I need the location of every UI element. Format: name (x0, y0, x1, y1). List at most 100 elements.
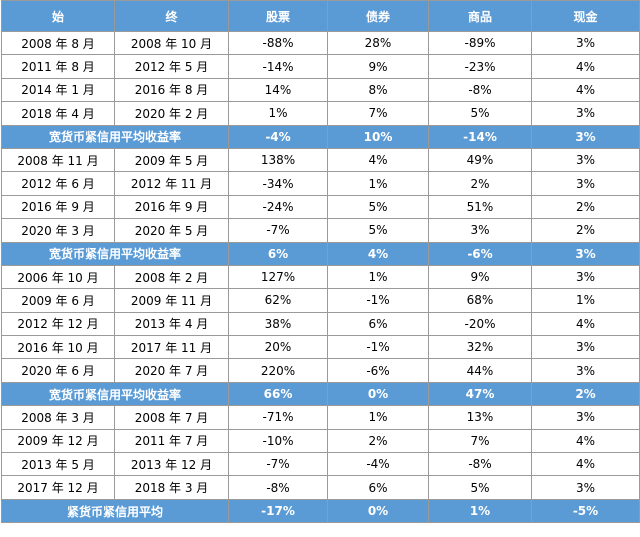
commodities-cell: 5% (428, 101, 532, 126)
table-row: 2014 年 1 月 2016 年 8 月 14% 8% -8% 4% (1, 77, 640, 103)
end-cell: 2009 年 5 月 (114, 147, 229, 173)
summary-label: 宽货币紧信用平均收益率 (1, 124, 229, 149)
stocks-cell: -14% (228, 54, 328, 79)
cash-cell: 3% (531, 171, 640, 196)
summary-row: 紧货币紧信用平均 -17% 0% 1% -5% (1, 498, 640, 524)
table-row: 2020 年 6 月 2020 年 7 月 220% -6% 44% 3% (1, 358, 640, 383)
stocks-cell: -8% (228, 475, 328, 500)
summary-label: 宽货币紧信用平均收益率 (1, 381, 229, 407)
stocks-summary-cell: -17% (228, 498, 328, 524)
stocks-cell: 20% (228, 335, 328, 360)
stocks-cell: 1% (228, 101, 328, 126)
cash-cell: 4% (531, 452, 640, 477)
table-row: 2020 年 3 月 2020 年 5 月 -7% 5% 3% 2% (1, 218, 640, 243)
end-cell: 2009 年 11 月 (114, 288, 229, 313)
bonds-cell: 9% (327, 54, 429, 79)
stocks-cell: 38% (228, 311, 328, 337)
commodities-cell: 13% (428, 405, 532, 430)
start-cell: 2013 年 5 月 (1, 452, 115, 477)
bonds-cell: 6% (327, 311, 429, 337)
commodities-cell: 32% (428, 335, 532, 360)
returns-table: 始 终 股票 债券 商品 现金 2008 年 8 月 2008 年 10 月 -88… (1, 0, 640, 524)
start-cell: 2006 年 10 月 (1, 264, 115, 290)
start-cell: 2008 年 11 月 (1, 147, 115, 173)
stocks-cell: -71% (228, 405, 328, 430)
stocks-cell: 138% (228, 147, 328, 173)
stocks-summary-cell: -4% (228, 124, 328, 149)
cash-cell: 3% (531, 335, 640, 360)
start-cell: 2014 年 1 月 (1, 77, 115, 103)
stocks-cell: 14% (228, 77, 328, 103)
commodities-cell: -23% (428, 54, 532, 79)
stocks-cell: -7% (228, 218, 328, 243)
cash-cell: 3% (531, 30, 640, 56)
stocks-cell: 127% (228, 264, 328, 290)
commodities-cell: -8% (428, 452, 532, 477)
column-header-end: 终 (114, 0, 229, 32)
bonds-cell: 6% (327, 475, 429, 500)
commodities-cell: 9% (428, 264, 532, 290)
stocks-cell: -7% (228, 452, 328, 477)
column-header-stocks: 股票 (228, 0, 328, 32)
cash-cell: 4% (531, 428, 640, 454)
summary-label: 宽货币紧信用平均收益率 (1, 241, 229, 266)
start-cell: 2008 年 3 月 (1, 405, 115, 430)
cash-summary-cell: 3% (531, 241, 640, 266)
stocks-cell: 62% (228, 288, 328, 313)
commodities-cell: 51% (428, 194, 532, 220)
start-cell: 2011 年 8 月 (1, 54, 115, 79)
cash-cell: 3% (531, 475, 640, 500)
table-row: 2012 年 6 月 2012 年 11 月 -34% 1% 2% 3% (1, 171, 640, 196)
end-cell: 2020 年 2 月 (114, 101, 229, 126)
stocks-summary-cell: 6% (228, 241, 328, 266)
stocks-cell: -34% (228, 171, 328, 196)
table-row: 2016 年 9 月 2016 年 9 月 -24% 5% 51% 2% (1, 194, 640, 220)
start-cell: 2012 年 12 月 (1, 311, 115, 337)
commodities-summary-cell: 47% (428, 381, 532, 407)
start-cell: 2020 年 6 月 (1, 358, 115, 383)
cash-cell: 4% (531, 54, 640, 79)
bonds-summary-cell: 0% (327, 381, 429, 407)
start-cell: 2008 年 8 月 (1, 30, 115, 56)
end-cell: 2018 年 3 月 (114, 475, 229, 500)
column-header-commodities: 商品 (428, 0, 532, 32)
cash-cell: 3% (531, 264, 640, 290)
bonds-cell: 1% (327, 171, 429, 196)
bonds-summary-cell: 0% (327, 498, 429, 524)
start-cell: 2016 年 9 月 (1, 194, 115, 220)
cash-cell: 2% (531, 218, 640, 243)
commodities-summary-cell: -6% (428, 241, 532, 266)
commodities-cell: 7% (428, 428, 532, 454)
summary-label: 紧货币紧信用平均 (1, 498, 229, 524)
bonds-cell: 5% (327, 218, 429, 243)
start-cell: 2016 年 10 月 (1, 335, 115, 360)
commodities-cell: 44% (428, 358, 532, 383)
commodities-summary-cell: -14% (428, 124, 532, 149)
commodities-cell: 5% (428, 475, 532, 500)
stocks-cell: -24% (228, 194, 328, 220)
bonds-cell: 7% (327, 101, 429, 126)
commodities-cell: -89% (428, 30, 532, 56)
table-row: 2011 年 8 月 2012 年 5 月 -14% 9% -23% 4% (1, 54, 640, 79)
start-cell: 2012 年 6 月 (1, 171, 115, 196)
bonds-cell: 28% (327, 30, 429, 56)
end-cell: 2008 年 7 月 (114, 405, 229, 430)
table-row: 2017 年 12 月 2018 年 3 月 -8% 6% 5% 3% (1, 475, 640, 500)
table-row: 2012 年 12 月 2013 年 4 月 38% 6% -20% 4% (1, 311, 640, 337)
cash-summary-cell: 3% (531, 124, 640, 149)
bonds-cell: 4% (327, 147, 429, 173)
bonds-cell: 1% (327, 405, 429, 430)
stocks-cell: -10% (228, 428, 328, 454)
summary-row: 宽货币紧信用平均收益率 66% 0% 47% 2% (1, 381, 640, 407)
end-cell: 2008 年 10 月 (114, 30, 229, 56)
commodities-cell: -8% (428, 77, 532, 103)
cash-cell: 2% (531, 194, 640, 220)
end-cell: 2016 年 8 月 (114, 77, 229, 103)
bonds-cell: -1% (327, 335, 429, 360)
start-cell: 2009 年 12 月 (1, 428, 115, 454)
start-cell: 2017 年 12 月 (1, 475, 115, 500)
cash-cell: 1% (531, 288, 640, 313)
bonds-cell: 5% (327, 194, 429, 220)
stocks-cell: -88% (228, 30, 328, 56)
bonds-cell: -6% (327, 358, 429, 383)
